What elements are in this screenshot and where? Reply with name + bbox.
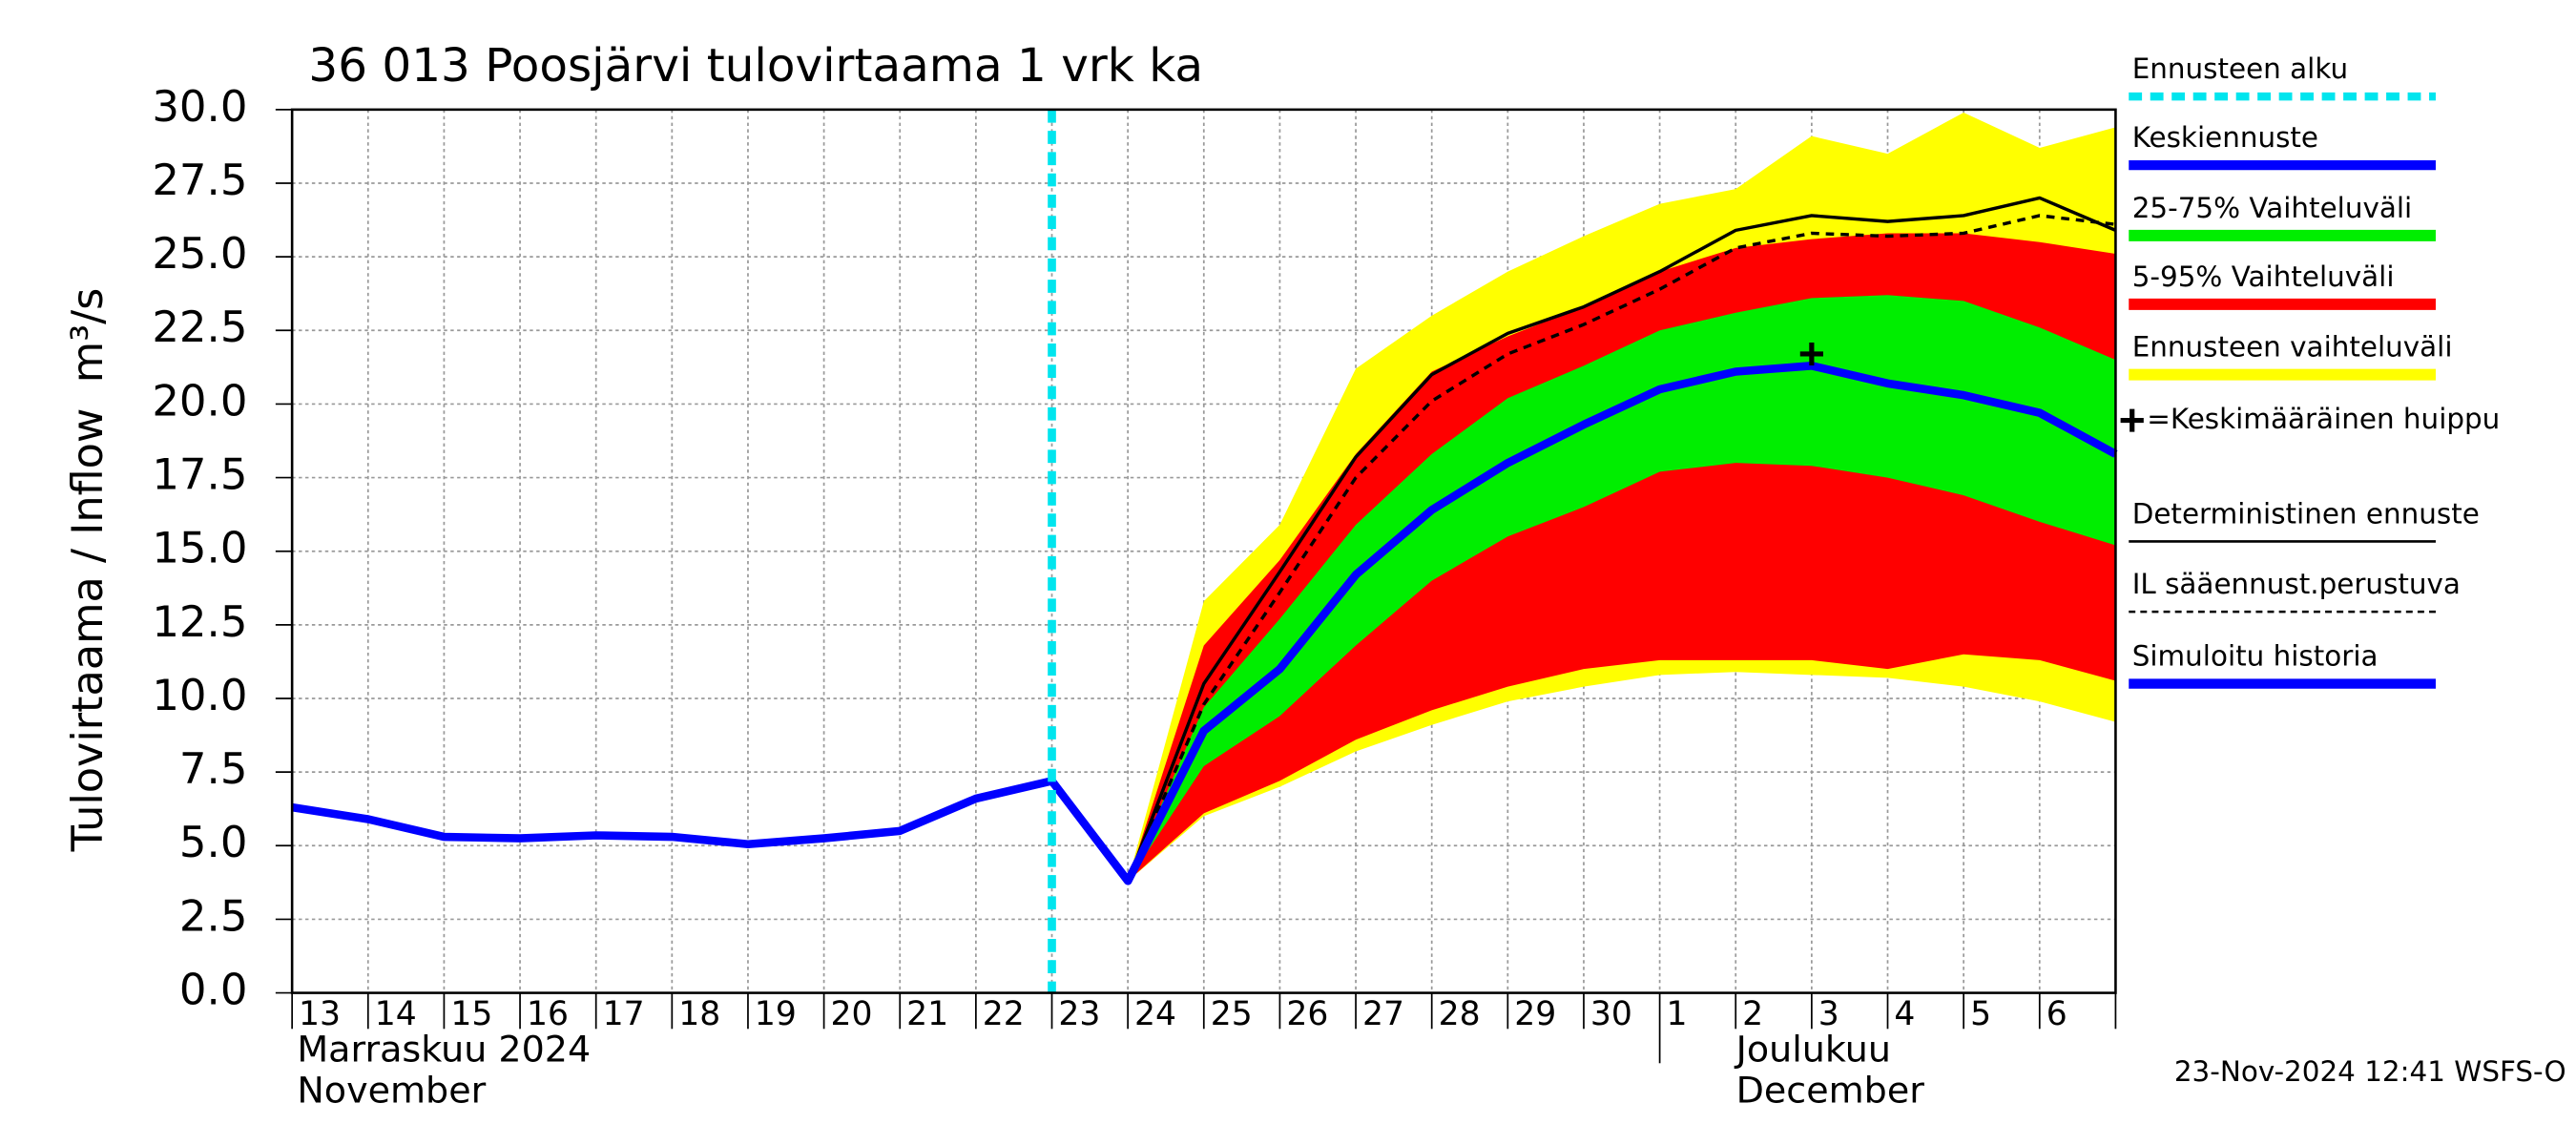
plot-area: 0.0 2.5 5.0 7.5 10.0 12.5 15.0 17.5 20.0 22.5 25.0… <box>152 81 2118 1064</box>
x-tick-label: 14 <box>375 995 417 1033</box>
x-tick-label: 5 <box>1970 995 1991 1033</box>
y-tick-label: 12.5 <box>152 596 247 647</box>
month-label: November <box>297 1070 486 1112</box>
y-tick-label: 22.5 <box>152 302 247 352</box>
month-label: Joulukuu <box>1735 1029 1891 1071</box>
peak-marker <box>1799 342 1823 365</box>
legend-label: Ennusteen vaihteluväli <box>2132 331 2453 364</box>
x-tick-label: 4 <box>1894 995 1915 1033</box>
y-tick-label: 30.0 <box>152 81 247 132</box>
series-line <box>1049 362 2118 885</box>
x-tick-label: 27 <box>1362 995 1404 1033</box>
x-tick-label: 20 <box>831 995 873 1033</box>
x-tick-label: 1 <box>1667 995 1688 1033</box>
timestamp: 23-Nov-2024 12:41 WSFS-O <box>2174 1055 2566 1088</box>
y-tick-label: 7.5 <box>179 743 248 794</box>
x-tick-label: 3 <box>1818 995 1839 1033</box>
legend-marker <box>2120 408 2144 432</box>
series-line <box>1050 196 2117 884</box>
legend-label: =Keskimääräinen huippu <box>2147 403 2500 435</box>
y-tick-label: 27.5 <box>152 155 247 205</box>
plot-frame <box>290 108 2117 994</box>
x-tick-label: 30 <box>1590 995 1632 1033</box>
x-tick-label: 17 <box>603 995 645 1033</box>
chart-title: 36 013 Poosjärvi tulovirtaama 1 vrk ka <box>308 39 1203 93</box>
x-tick-label: 6 <box>2046 995 2067 1033</box>
month-label: December <box>1736 1070 1925 1112</box>
legend-label: 5-95% Vaihteluväli <box>2132 260 2395 293</box>
y-tick-label: 0.0 <box>179 965 248 1015</box>
y-tick-label: 15.0 <box>152 523 247 573</box>
x-tick-label: 25 <box>1211 995 1253 1033</box>
y-tick-label: 17.5 <box>152 449 247 500</box>
legend: Ennusteen alku Keskiennuste 25-75% Vaihtel… <box>2120 52 2500 689</box>
x-tick-label: 22 <box>983 995 1025 1033</box>
y-tick-label: 10.0 <box>152 670 247 720</box>
legend-label: Simuloitu historia <box>2132 640 2379 673</box>
legend-label: Ennusteen alku <box>2132 52 2348 85</box>
x-tick-label: 2 <box>1742 995 1763 1033</box>
x-tick-label: 26 <box>1286 995 1328 1033</box>
month-label: Marraskuu 2024 <box>297 1029 591 1071</box>
legend-label: IL sääennust.perustuva <box>2132 568 2461 600</box>
legend-label: Keskiennuste <box>2132 121 2318 154</box>
y-tick-label: 20.0 <box>152 376 247 427</box>
series-line <box>291 777 1053 849</box>
x-tick-label: 28 <box>1439 995 1481 1033</box>
x-tick-label: 16 <box>527 995 569 1033</box>
y-tick-label: 25.0 <box>152 228 247 279</box>
y-axis-unit: m³/s <box>62 288 113 384</box>
legend-label: 25-75% Vaihteluväli <box>2132 192 2412 224</box>
x-tick-label: 29 <box>1514 995 1556 1033</box>
band-area <box>1128 295 2116 882</box>
x-tick-label: 21 <box>906 995 948 1033</box>
x-tick-label: 18 <box>678 995 720 1033</box>
x-tick-label: 15 <box>450 995 492 1033</box>
y-tick-label: 5.0 <box>179 817 248 867</box>
y-axis-label: Tulovirtaama / Inflow <box>62 408 113 853</box>
x-tick-label: 23 <box>1058 995 1100 1033</box>
y-tick-label: 2.5 <box>179 891 248 942</box>
x-tick-label: 13 <box>299 995 341 1033</box>
series-line <box>1126 214 2116 882</box>
x-tick-label: 24 <box>1134 995 1176 1033</box>
legend-label: Deterministinen ennuste <box>2132 498 2480 531</box>
x-tick-label: 19 <box>755 995 797 1033</box>
